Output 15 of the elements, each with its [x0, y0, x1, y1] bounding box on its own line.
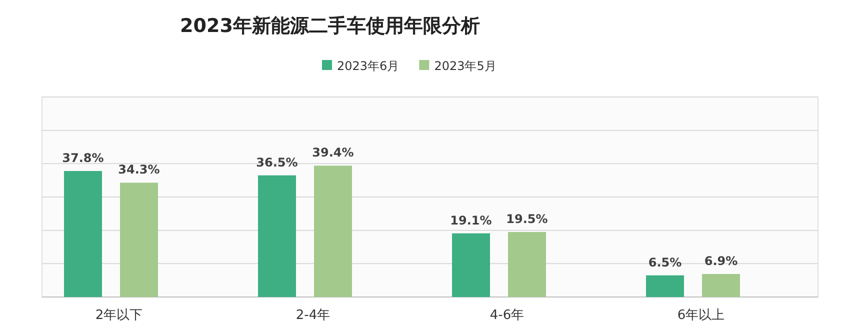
data-label: 6.9%	[704, 254, 738, 268]
data-label: 34.3%	[118, 162, 160, 177]
x-tick-label: 6年以上	[677, 308, 725, 323]
legend-label: 2023年6月	[337, 59, 400, 73]
data-label: 19.5%	[506, 212, 548, 226]
legend-label: 2023年5月	[434, 59, 496, 73]
x-tick-label: 4-6年	[490, 308, 524, 323]
data-label: 19.1%	[450, 213, 492, 228]
x-tick-label: 2-4年	[296, 308, 330, 323]
data-label: 39.4%	[312, 146, 354, 160]
chart-title: 2023年新能源二手车使用年限分析	[180, 15, 480, 37]
data-label: 6.5%	[648, 255, 682, 270]
x-tick-label: 2年以下	[95, 308, 143, 323]
data-label: 37.8%	[62, 151, 104, 165]
data-label: 36.5%	[256, 155, 298, 170]
